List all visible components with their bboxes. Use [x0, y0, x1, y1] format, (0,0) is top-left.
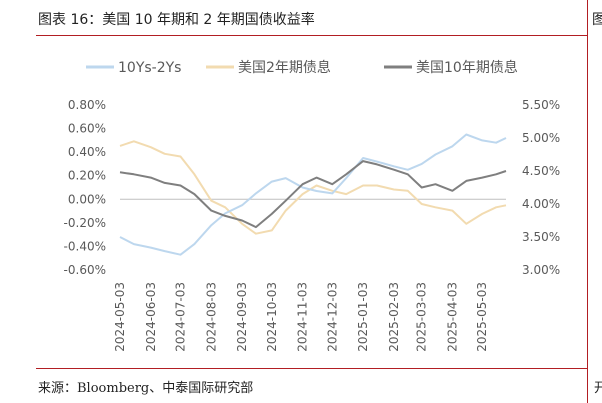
bottom-rule: [36, 368, 588, 369]
series-group: [119, 133, 507, 256]
legend: 10Ys-2Ys 美国2年期债息 美国10年期债息: [86, 59, 518, 76]
x-tick-label: 2024-12-03: [325, 282, 339, 352]
x-tick-label: 2025-02-03: [387, 282, 401, 352]
x-tick-label: 2025-03-03: [415, 282, 429, 352]
x-tick-label: 2025-05-03: [475, 282, 489, 352]
x-tick-label: 2024-11-03: [296, 282, 310, 352]
right-axis: 5.50% 5.00% 4.50% 4.00% 3.50% 3.00%: [522, 98, 560, 277]
x-axis: 2024-05-03 2024-06-03 2024-07-03 2024-08-03…: [113, 282, 489, 352]
left-tick-label: 0.80%: [68, 98, 106, 112]
left-tick-label: 0.20%: [68, 169, 106, 183]
left-tick-label: -0.40%: [64, 239, 106, 253]
left-tick-label: -0.60%: [64, 263, 106, 277]
right-tick-label: 4.50%: [522, 164, 560, 178]
x-tick-label: 2024-08-03: [204, 282, 218, 352]
vertical-rule: [587, 0, 588, 403]
left-axis: 0.80% 0.60% 0.40% 0.20% 0.00% -0.20% -0.40% -0.…: [64, 98, 106, 277]
right-tick-label: 3.50%: [522, 230, 560, 244]
right-tick-label: 5.50%: [522, 98, 560, 112]
adjacent-source-fragment: 开: [594, 381, 602, 396]
x-tick-label: 2024-09-03: [235, 282, 249, 352]
left-tick-label: 0.40%: [68, 145, 106, 159]
x-tick-label: 2024-05-03: [113, 282, 127, 352]
left-tick-label: -0.20%: [64, 216, 106, 230]
x-tick-label: 2025-01-03: [356, 282, 370, 352]
source-note: 来源：Bloomberg、中泰国际研究部: [38, 381, 254, 396]
series-line-2: [119, 160, 507, 229]
series-line-0: [119, 133, 507, 256]
title-bar: 图表 16：美国 10 年期和 2 年期国债收益率: [0, 0, 602, 36]
left-tick-label: 0.60%: [68, 122, 106, 136]
x-tick-label: 2024-10-03: [265, 282, 279, 352]
x-tick-label: 2024-07-03: [174, 282, 188, 352]
legend-label-2: 美国10年期债息: [416, 59, 518, 76]
legend-label-0: 10Ys-2Ys: [118, 60, 181, 76]
series-line-1: [119, 140, 507, 235]
yield-chart: 10Ys-2Ys 美国2年期债息 美国10年期债息 0.80%0.60%0.40%0…: [64, 59, 561, 352]
x-tick-label: 2024-06-03: [144, 282, 158, 352]
x-tick-label: 2025-04-03: [445, 282, 459, 352]
right-tick-label: 3.00%: [522, 263, 560, 277]
adjacent-title-fragment: 图: [592, 12, 602, 28]
left-tick-label: 0.00%: [68, 192, 106, 206]
legend-label-1: 美国2年期债息: [238, 59, 331, 76]
top-rule: [36, 35, 588, 36]
right-tick-label: 5.00%: [522, 131, 560, 145]
right-tick-label: 4.00%: [522, 197, 560, 211]
chart-title: 图表 16：美国 10 年期和 2 年期国债收益率: [38, 12, 315, 28]
